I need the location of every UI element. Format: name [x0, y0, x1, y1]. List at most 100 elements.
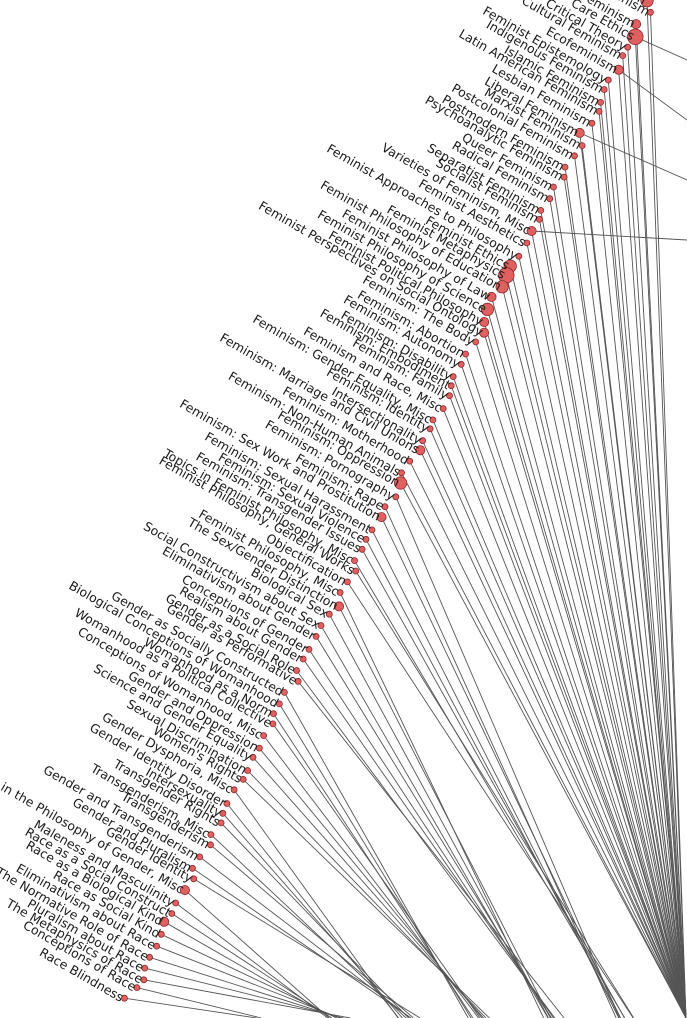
edge-radical-feminism [549, 198, 687, 1018]
node-gender-as-performative[interactable] [294, 677, 302, 685]
node-feminism-identity[interactable] [426, 425, 434, 433]
edge-feminism-marriage-and-civil-unions [419, 450, 687, 1018]
node-feminism-and-race-misc[interactable] [439, 405, 447, 413]
node-psychoanalytic-feminism[interactable] [560, 173, 568, 181]
node-feminism-marriage-and-civil-unions[interactable] [415, 445, 426, 456]
node-gender-identity-disorder[interactable] [223, 800, 231, 807]
node-objectification[interactable] [343, 578, 351, 586]
node-gender-and-transgenderism[interactable] [196, 853, 204, 861]
node-lesbian-feminism[interactable] [588, 119, 596, 127]
node-transgenderism[interactable] [207, 841, 214, 849]
node-marxist-feminism[interactable] [578, 142, 586, 150]
node-conceptions-of-race[interactable] [133, 984, 141, 991]
node-feminism-sexual-violence[interactable] [362, 535, 370, 543]
node-women-s-rights[interactable] [239, 776, 247, 783]
node-postmodern-feminism[interactable] [561, 163, 569, 171]
node-ecofeminism[interactable] [613, 64, 624, 75]
edge-marxist-feminism [581, 145, 687, 1018]
node-feminism-embodiment[interactable] [447, 382, 455, 390]
node-feminism-pornography[interactable] [392, 493, 400, 501]
node-feminism-autonomy[interactable] [457, 360, 465, 368]
node-transgender-rights[interactable] [217, 819, 225, 827]
node-race-as-a-social-construct[interactable] [168, 910, 176, 917]
node-realism-about-gender[interactable] [299, 655, 307, 663]
node-critical-theory[interactable] [624, 43, 632, 51]
node-feminist-approaches-to-philosophy[interactable] [515, 252, 523, 260]
node-feminism-motherhood[interactable] [406, 457, 414, 465]
node-gender-and-pluralism[interactable] [189, 864, 196, 872]
edge-conceptions-of-race [136, 987, 262, 1018]
node-cultural-feminism[interactable] [619, 52, 627, 59]
node-topics-in-the-philosophy-of-gender-misc[interactable] [179, 885, 190, 896]
node-feminist-philosophy-misc[interactable] [336, 589, 344, 596]
edge-race-as-social-kind [161, 933, 337, 1018]
node-feminism-the-body[interactable] [472, 338, 480, 346]
node-feminist-aesthetics[interactable] [523, 239, 531, 247]
node-gender-and-oppression[interactable] [255, 744, 263, 752]
node-race-as-social-kind[interactable] [157, 930, 165, 938]
node-topics-in-feminist-philosophy-misc[interactable] [351, 557, 358, 564]
node-race-blindness[interactable] [121, 994, 128, 1002]
node-conceptions-of-womanhood-misc[interactable] [260, 732, 268, 739]
node-gender-as-socially-constructed[interactable] [280, 689, 288, 696]
node-gender-as-a-social-role[interactable] [293, 667, 301, 674]
node-womanhood-as-a-norm[interactable] [270, 710, 277, 717]
node-feminism-abortion[interactable] [462, 350, 470, 358]
node-indigenous-feminism[interactable] [600, 86, 608, 93]
node-gender-identity[interactable] [190, 875, 198, 883]
node-transgenderism-misc[interactable] [207, 831, 215, 838]
node-biological-conceptions-of-womanhood[interactable] [275, 700, 283, 708]
node-eliminativism-about-race[interactable] [153, 942, 161, 950]
node-anarcha-feminism[interactable] [647, 8, 654, 16]
node-science-and-gender-equality[interactable] [249, 753, 257, 761]
node-separatist-feminism[interactable] [537, 206, 545, 214]
node-islamic-feminism[interactable] [597, 99, 604, 106]
node-feminism-gender-equality-misc[interactable] [429, 416, 437, 424]
node-analytic-feminism[interactable] [640, 0, 654, 8]
node-latin-american-feminism[interactable] [595, 108, 603, 115]
node-feminist-epistemology[interactable] [604, 76, 612, 84]
edge-layer [124, 0, 687, 1018]
node-conceptions-of-gender[interactable] [305, 646, 313, 653]
node-the-metaphysics-of-race[interactable] [140, 976, 148, 984]
edge-womanhood-as-a-political-collective [272, 723, 481, 1018]
node-liberal-feminism[interactable] [574, 127, 585, 138]
node-womanhood-as-a-political-collective[interactable] [269, 720, 277, 728]
node-feminist-philosophy-of-law[interactable] [486, 291, 497, 302]
node-gender-dysphoria-misc[interactable] [230, 786, 238, 794]
edge-gender-as-performative [297, 681, 565, 1018]
node-socialist-feminism[interactable] [536, 215, 543, 223]
node-postcolonial-feminism[interactable] [571, 152, 578, 160]
node-intersexuality[interactable] [219, 809, 227, 817]
node-feminism-sex-work-and-prostitution[interactable] [376, 512, 387, 523]
node-feminist-philosophy-of-science[interactable] [480, 302, 494, 316]
node-feminist-philosophy-general-works[interactable] [352, 567, 360, 575]
node-maleness-and-masculinity[interactable] [172, 899, 180, 907]
node-feminist-perspectives-on-social-ontology[interactable] [479, 327, 490, 338]
node-social-constructivism-about-sex[interactable] [317, 622, 325, 629]
node-care-ethics[interactable] [627, 28, 644, 46]
node-race-as-a-biological-kind[interactable] [159, 916, 170, 927]
edge-indigenous-feminism [603, 89, 687, 1018]
node-feminism-family[interactable] [446, 392, 453, 400]
node-the-sex-gender-distinction[interactable] [333, 601, 344, 612]
node-feminist-philosophy-of-education[interactable] [495, 280, 509, 294]
node-the-normative-role-of-race[interactable] [146, 953, 154, 961]
node-sexual-discrimination[interactable] [244, 767, 252, 774]
node-feminism-transgender-issues[interactable] [358, 545, 366, 553]
node-feminist-political-philosophy[interactable] [479, 316, 490, 327]
node-eliminativism-about-gender[interactable] [312, 633, 320, 640]
node-intersectionality[interactable] [419, 437, 427, 445]
node-feminism-non-human-animals[interactable] [398, 469, 405, 477]
edge-feminism-identity [429, 428, 687, 1018]
node-radical-feminism[interactable] [546, 195, 554, 203]
node-feminism-sexual-harassment[interactable] [368, 526, 376, 534]
edge-feminism-autonomy [460, 364, 687, 1018]
node-feminism-rape[interactable] [381, 503, 389, 511]
node-pluralism-about-race[interactable] [141, 964, 149, 972]
node-varieties-of-feminism-misc[interactable] [526, 225, 537, 236]
node-feminism-disability[interactable] [449, 373, 457, 381]
node-queer-feminism[interactable] [550, 183, 557, 191]
node-biological-sex[interactable] [325, 610, 333, 618]
node-feminism-oppression[interactable] [393, 476, 408, 490]
